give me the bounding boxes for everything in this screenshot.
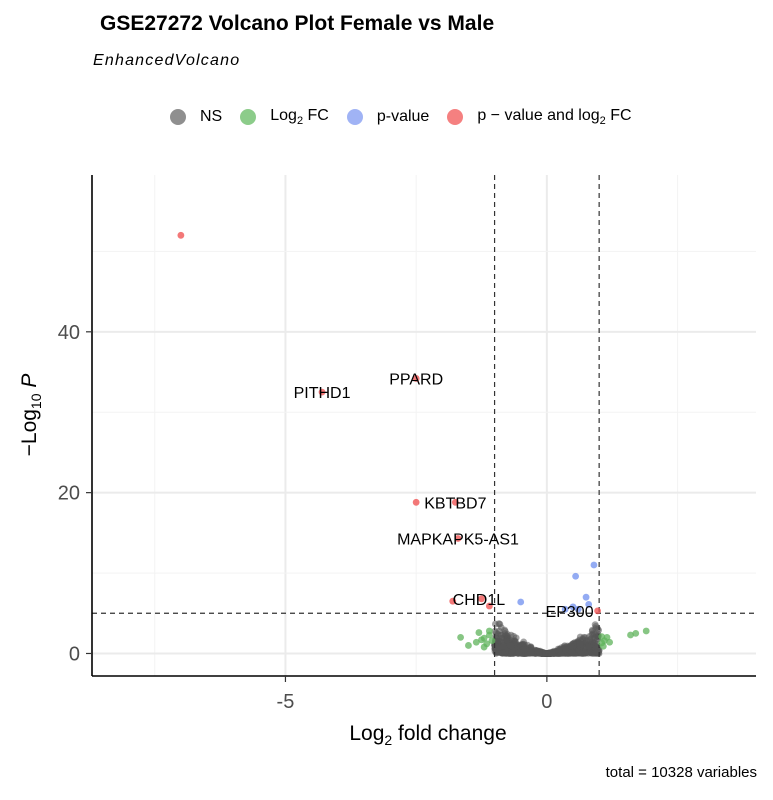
data-point [318, 388, 326, 396]
ns-point [501, 648, 509, 655]
ns-point [567, 642, 575, 650]
ns-point [521, 646, 529, 653]
data-point [177, 231, 185, 239]
data-points [177, 231, 650, 651]
ns-point [500, 642, 507, 650]
ns-point [576, 640, 584, 648]
data-point [585, 601, 593, 608]
data-point [574, 605, 582, 613]
ns-point [510, 632, 518, 640]
legend-swatch-both [447, 109, 464, 125]
legend-item-both: p − value and log2 FC [447, 106, 632, 128]
ns-point [511, 638, 519, 646]
data-point [478, 595, 485, 603]
data-point [561, 605, 569, 613]
ns-point [592, 649, 600, 656]
data-point [606, 638, 614, 646]
svg-text:−Log10 P: −Log10 P [18, 374, 44, 457]
ns-point [497, 624, 505, 631]
legend-label-both: p − value and log2 FC [477, 106, 632, 128]
data-point [485, 627, 493, 635]
ns-point [503, 632, 510, 640]
ns-point [491, 620, 499, 628]
data-point [572, 572, 580, 580]
legend: NS Log2 FC p-value p − value and log2 FC [170, 102, 650, 132]
caption-total: total = 10328 variables [605, 764, 757, 781]
data-point [412, 375, 420, 382]
ns-point-cloud [491, 620, 603, 657]
ns-point [548, 649, 556, 657]
legend-item-pvalue: p-value [346, 108, 430, 126]
data-point [472, 638, 480, 646]
data-point [642, 627, 650, 635]
data-point [627, 631, 634, 639]
ns-point [577, 649, 585, 657]
legend-swatch-pvalue [346, 109, 363, 125]
chart-subtitle: EnhancedVolcano [93, 52, 241, 69]
data-point [412, 498, 420, 506]
legend-swatch-log2fc [240, 109, 257, 125]
grid-lines [92, 175, 756, 676]
threshold-lines [92, 175, 756, 676]
point-label: MAPKAPK5-AS1 [397, 531, 519, 548]
data-point [478, 636, 485, 644]
legend-label-log2fc: Log2 FC [270, 106, 329, 128]
ns-point [556, 646, 564, 653]
legend-label-ns: NS [200, 108, 223, 125]
x-axis-title: Log2 fold change [349, 722, 506, 748]
y-axis-title: −Log10 P [18, 374, 44, 457]
legend-item-ns: NS [170, 108, 222, 126]
point-label: KBTBD7 [424, 495, 486, 512]
point-label: PPARD [389, 371, 443, 388]
x-tick-label: -5 [277, 691, 295, 713]
data-point [449, 597, 457, 605]
data-point [569, 603, 577, 611]
y-tick-label: 0 [69, 643, 80, 665]
data-point [598, 633, 606, 640]
data-point [517, 598, 525, 606]
x-tick-label: 0 [541, 691, 552, 713]
data-point [485, 602, 493, 610]
data-point [465, 642, 472, 649]
point-label: PITHD1 [294, 385, 351, 402]
y-tick-label: 20 [58, 483, 80, 505]
y-tick-label: 40 [58, 322, 80, 344]
data-point [594, 607, 601, 615]
ns-point [527, 649, 535, 657]
chart-title: GSE27272 Volcano Plot Female vs Male [100, 12, 495, 35]
ns-point [593, 632, 600, 639]
ns-point [591, 621, 599, 629]
ns-point [568, 648, 575, 656]
ns-point [515, 649, 523, 657]
ns-point [494, 630, 502, 638]
data-point [454, 535, 462, 542]
legend-item-log2fc: Log2 FC [240, 107, 329, 127]
data-point [582, 593, 590, 601]
data-point [451, 498, 459, 506]
ns-point [507, 642, 515, 650]
data-point [590, 561, 598, 569]
data-point [480, 643, 488, 651]
legend-label-pvalue: p-value [376, 108, 430, 125]
data-point [475, 629, 483, 636]
point-labels: PITHD1 PPARD KBTBD7 MAPKAPK5-AS1 CHD1L EP300 [294, 371, 594, 620]
ns-point [536, 649, 544, 657]
data-point [457, 633, 464, 641]
data-point [488, 637, 496, 645]
data-point [632, 629, 640, 637]
point-label: CHD1L [453, 592, 506, 609]
point-label: EP300 [546, 604, 594, 621]
ns-point [562, 646, 570, 653]
data-point [599, 642, 607, 650]
axes: -5 0 0 20 40 [58, 175, 756, 713]
legend-swatch-ns [170, 109, 186, 125]
